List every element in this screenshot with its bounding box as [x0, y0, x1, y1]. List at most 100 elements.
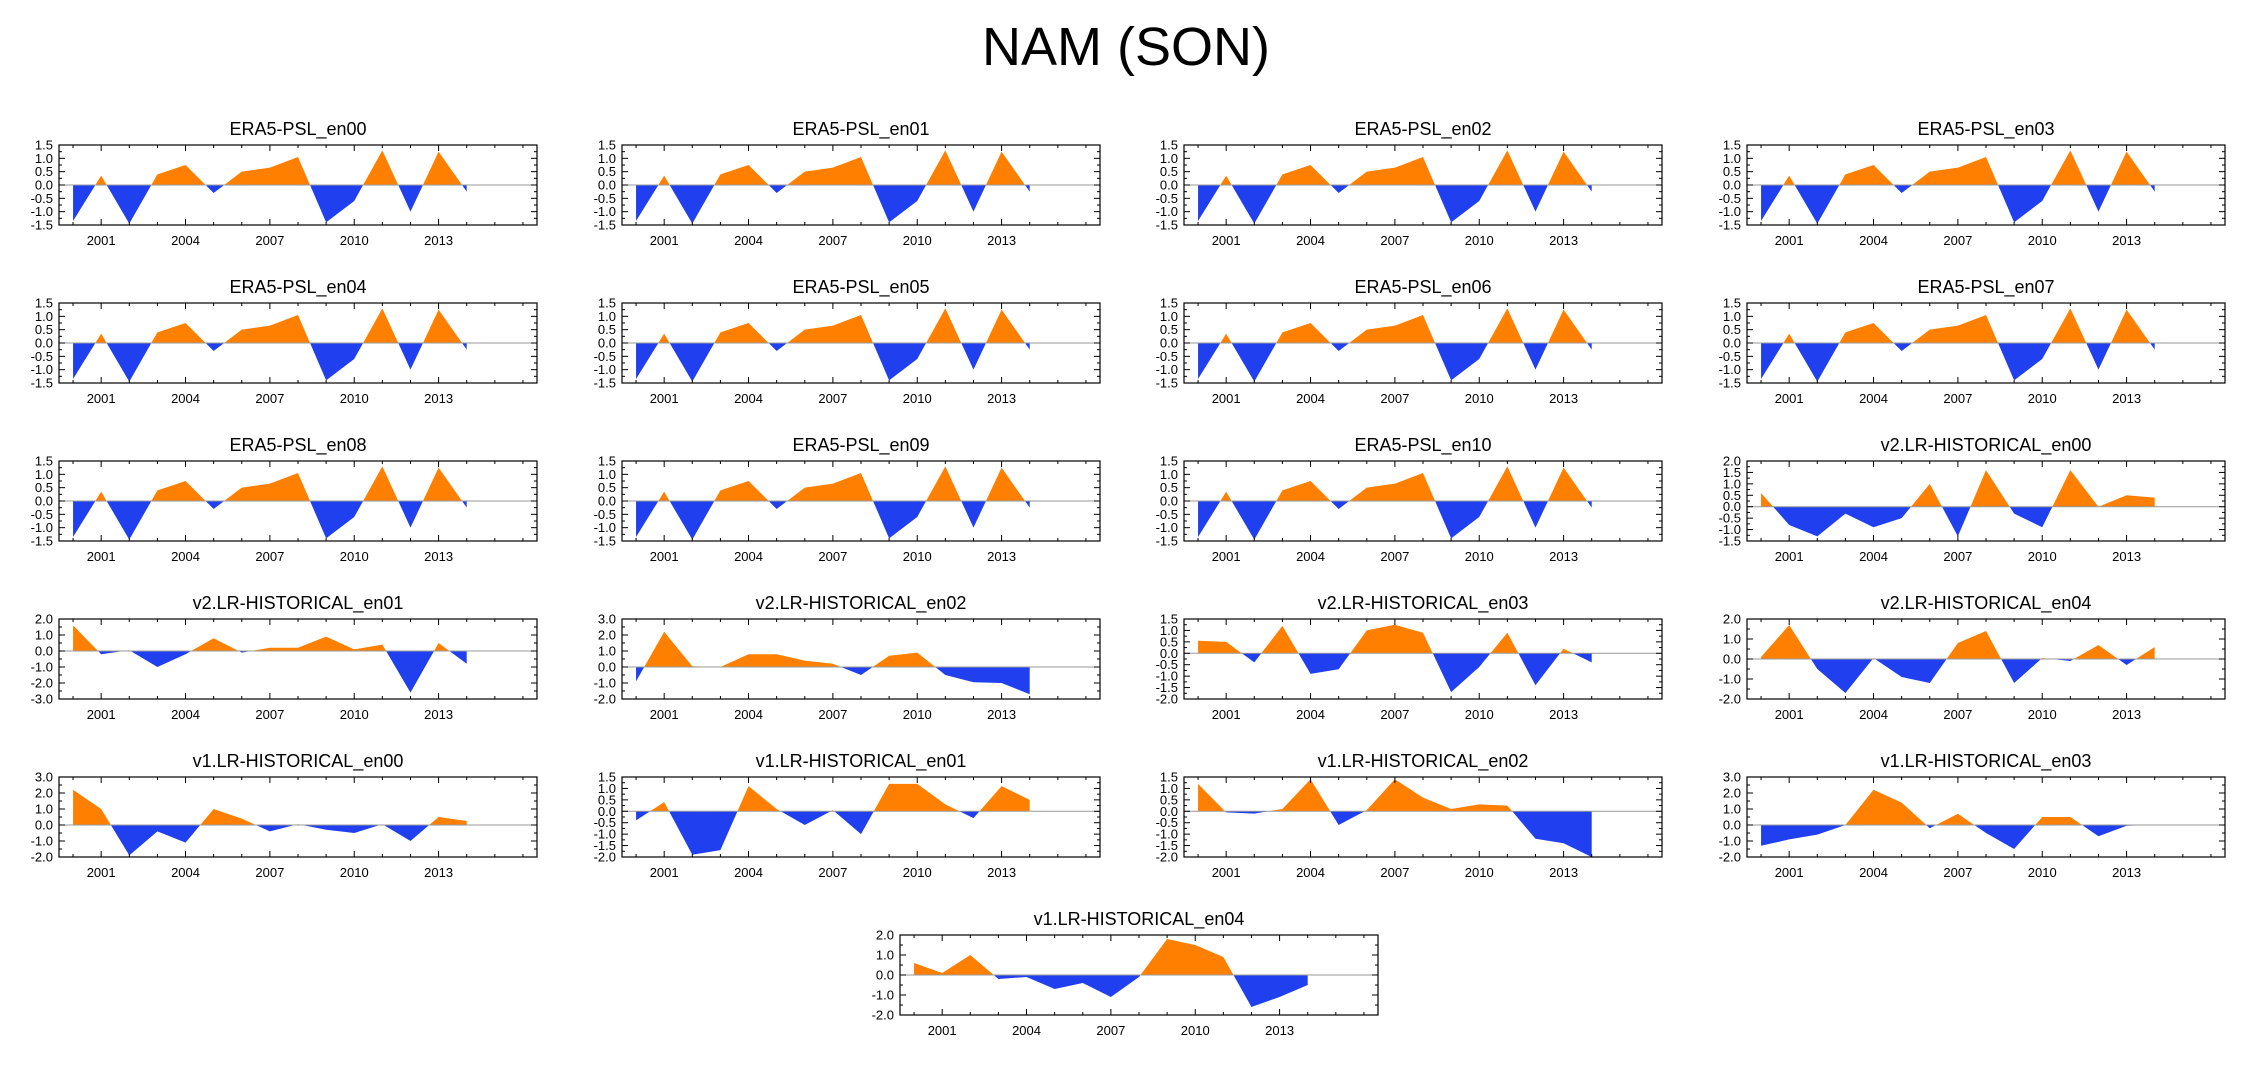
x-tick-label: 2007	[1380, 707, 1409, 722]
x-tick-label: 2007	[1943, 233, 1972, 248]
y-tick-label: 1.0	[598, 467, 616, 482]
x-tick-label: 2004	[1859, 391, 1888, 406]
x-tick-label: 2010	[903, 391, 932, 406]
y-tick-label: 1.0	[1160, 781, 1178, 796]
negative-area	[73, 501, 467, 540]
y-tick-label: -0.5	[1156, 815, 1178, 830]
x-tick-label: 2004	[734, 707, 763, 722]
x-tick-label: 2013	[1549, 707, 1578, 722]
positive-area	[1198, 150, 1592, 185]
y-tick-label: -1.5	[594, 838, 616, 853]
x-tick-label: 2010	[2028, 391, 2057, 406]
y-tick-label: 2.0	[35, 786, 53, 801]
x-tick-label: 2013	[2112, 549, 2141, 564]
y-tick-label: 2.0	[35, 612, 53, 627]
y-tick-label: -2.0	[872, 1008, 894, 1023]
y-tick-label: 1.0	[35, 628, 53, 643]
y-tick-label: 1.5	[1160, 612, 1178, 627]
x-tick-label: 2004	[1296, 707, 1325, 722]
x-tick-label: 2001	[87, 865, 116, 880]
x-tick-label: 2001	[650, 865, 679, 880]
x-tick-label: 2007	[1943, 707, 1972, 722]
x-tick-label: 2013	[2112, 707, 2141, 722]
x-tick-label: 2010	[1465, 233, 1494, 248]
panel-title: ERA5-PSL_en01	[792, 119, 929, 140]
y-tick-label: -1.0	[1156, 827, 1178, 842]
negative-area	[1761, 825, 2155, 849]
x-tick-label: 2004	[1859, 549, 1888, 564]
x-tick-label: 2013	[987, 549, 1016, 564]
y-tick-label: -1.0	[1719, 362, 1741, 377]
x-tick-label: 2001	[1212, 391, 1241, 406]
y-tick-label: 0.5	[1160, 792, 1178, 807]
y-tick-label: 0.0	[1723, 499, 1741, 514]
panel-ERA5-PSL_en00: ERA5-PSL_en00 1.51.00.50.0-0.5-1.0-1.5 200…	[31, 119, 538, 248]
y-tick-label: 0.0	[1723, 652, 1741, 667]
x-tick-label: 2001	[87, 707, 116, 722]
y-tick-label: -1.0	[594, 827, 616, 842]
y-tick-label: 1.0	[876, 948, 894, 963]
panel-title: v2.LR-HISTORICAL_en02	[756, 593, 967, 614]
y-tick-label: 0.0	[35, 494, 53, 509]
negative-area	[1198, 811, 1592, 857]
x-tick-label: 2004	[1296, 865, 1325, 880]
x-tick-label: 2010	[340, 233, 369, 248]
x-tick-label: 2004	[171, 391, 200, 406]
y-tick-label: 2.0	[1723, 454, 1741, 469]
y-tick-label: 0.0	[1160, 646, 1178, 661]
x-tick-label: 2013	[987, 865, 1016, 880]
y-tick-label: 0.5	[1723, 322, 1741, 337]
plot-frame	[1746, 776, 2226, 858]
y-tick-label: 2.0	[876, 928, 894, 943]
panel-v1.LR-HISTORICAL_en01: v1.LR-HISTORICAL_en011.51.00.50.0-0.5-1.…	[594, 751, 1101, 880]
panel-title: v2.LR-HISTORICAL_en03	[1318, 593, 1529, 614]
x-tick-label: 2007	[818, 865, 847, 880]
positive-area	[1198, 466, 1592, 501]
panel-title: ERA5-PSL_en10	[1354, 435, 1491, 456]
panel-title: v1.LR-HISTORICAL_en00	[193, 751, 404, 772]
positive-area	[1198, 624, 1592, 654]
x-tick-label: 2001	[87, 391, 116, 406]
y-tick-label: 1.5	[1723, 296, 1741, 311]
y-tick-label: -0.5	[1719, 349, 1741, 364]
x-tick-label: 2007	[1943, 865, 1972, 880]
panel-title: ERA5-PSL_en03	[1917, 119, 2054, 140]
positive-area	[73, 789, 467, 825]
y-tick-label: -2.0	[1719, 850, 1741, 865]
x-tick-label: 2007	[1096, 1023, 1125, 1038]
y-tick-label: 0.0	[1723, 178, 1741, 193]
y-tick-label: 1.0	[35, 467, 53, 482]
y-tick-label: 1.0	[598, 781, 616, 796]
x-tick-label: 2001	[1775, 391, 1804, 406]
y-tick-label: 2.0	[1723, 786, 1741, 801]
y-tick-label: 0.5	[598, 322, 616, 337]
x-tick-label: 2013	[424, 391, 453, 406]
x-tick-label: 2010	[1181, 1023, 1210, 1038]
y-tick-label: 1.5	[1723, 138, 1741, 153]
y-tick-label: -1.0	[31, 362, 53, 377]
y-tick-label: 0.0	[35, 644, 53, 659]
positive-area	[636, 783, 1030, 812]
panel-ERA5-PSL_en04: ERA5-PSL_en04 1.51.00.50.0-0.5-1.0-1.5 200…	[31, 277, 538, 406]
y-tick-label: 1.5	[1160, 770, 1178, 785]
x-tick-label: 2004	[171, 549, 200, 564]
negative-area	[636, 185, 1030, 224]
positive-area	[636, 150, 1030, 185]
y-tick-label: 0.0	[1160, 804, 1178, 819]
y-tick-label: -1.0	[31, 204, 53, 219]
y-tick-label: -0.5	[1156, 191, 1178, 206]
positive-area	[636, 466, 1030, 501]
y-tick-label: 0.0	[35, 336, 53, 351]
x-tick-label: 2004	[171, 865, 200, 880]
y-tick-label: 1.0	[1723, 151, 1741, 166]
y-tick-label: 0.0	[598, 494, 616, 509]
panel-title: v1.LR-HISTORICAL_en02	[1318, 751, 1529, 772]
x-tick-label: 2004	[734, 865, 763, 880]
negative-area	[1761, 659, 2155, 693]
x-tick-label: 2010	[340, 865, 369, 880]
y-tick-label: -1.0	[1719, 834, 1741, 849]
y-tick-label: 0.5	[598, 480, 616, 495]
x-tick-label: 2001	[650, 549, 679, 564]
panel-title: ERA5-PSL_en02	[1354, 119, 1491, 140]
